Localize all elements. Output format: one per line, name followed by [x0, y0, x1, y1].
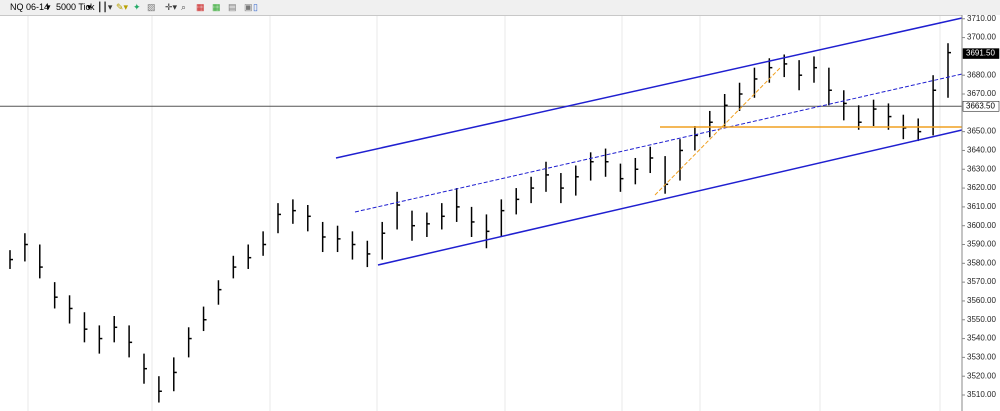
- y-tick-label: 3530.00: [967, 352, 996, 361]
- channel-upper[interactable]: [335, 17, 963, 159]
- channel-lower[interactable]: [377, 129, 963, 266]
- strategy-icon[interactable]: ▦: [212, 2, 221, 12]
- price-box-label: 3663.50: [966, 101, 995, 110]
- price-box: [962, 48, 1000, 59]
- dropdown-arrow[interactable]: ▾: [46, 2, 51, 12]
- y-tick-label: 3710.00: [967, 14, 996, 23]
- price-box-label: 3691.50: [966, 49, 995, 58]
- y-tick-label: 3650.00: [967, 127, 996, 136]
- price-axis-bg: [962, 15, 1000, 411]
- properties-icon[interactable]: ▤: [228, 2, 237, 12]
- y-tick-label: 3700.00: [967, 33, 996, 42]
- bar-type-icon[interactable]: ┃┃▾: [97, 2, 113, 12]
- dropdown-arrow[interactable]: ▾: [87, 2, 92, 12]
- tool-icon[interactable]: ▨: [147, 2, 156, 12]
- instrument[interactable]: NQ 06-14: [10, 2, 50, 12]
- y-tick-label: 3570.00: [967, 277, 996, 286]
- y-tick-label: 3610.00: [967, 202, 996, 211]
- y-tick-label: 3560.00: [967, 296, 996, 305]
- y-tick-label: 3680.00: [967, 70, 996, 79]
- y-tick-label: 3640.00: [967, 146, 996, 155]
- data-box-icon[interactable]: ▯: [253, 2, 258, 12]
- y-tick-label: 3540.00: [967, 334, 996, 343]
- y-tick-label: 3520.00: [967, 371, 996, 380]
- channel-middle[interactable]: [354, 73, 963, 213]
- tool-icon[interactable]: ✦: [133, 2, 141, 12]
- vertical-grid: [27, 16, 941, 411]
- drawings: [335, 17, 963, 266]
- draw-icon[interactable]: ✎▾: [116, 2, 129, 12]
- price-box: [962, 100, 1000, 112]
- y-tick-label: 3510.00: [967, 390, 996, 399]
- y-tick-label: 3550.00: [967, 315, 996, 324]
- y-tick-label: 3600.00: [967, 221, 996, 230]
- y-tick-label: 3630.00: [967, 164, 996, 173]
- toolbar: NQ 06-14 ▾ 5000 Tick ▾ ┃┃▾ ✎▾ ✦ ▨ ✛▾ ⌕ ▦…: [0, 0, 1000, 16]
- interval[interactable]: 5000 Tick: [56, 2, 95, 12]
- y-tick-label: 3670.00: [967, 89, 996, 98]
- crosshair-icon[interactable]: ✛▾: [165, 2, 178, 12]
- indicator-icon[interactable]: ▦: [196, 2, 205, 12]
- y-tick-label: 3620.00: [967, 183, 996, 192]
- template-icon[interactable]: ▣: [244, 2, 253, 12]
- y-tick-label: 3590.00: [967, 240, 996, 249]
- zoom-icon[interactable]: ⌕: [181, 2, 187, 12]
- y-tick-label: 3580.00: [967, 258, 996, 267]
